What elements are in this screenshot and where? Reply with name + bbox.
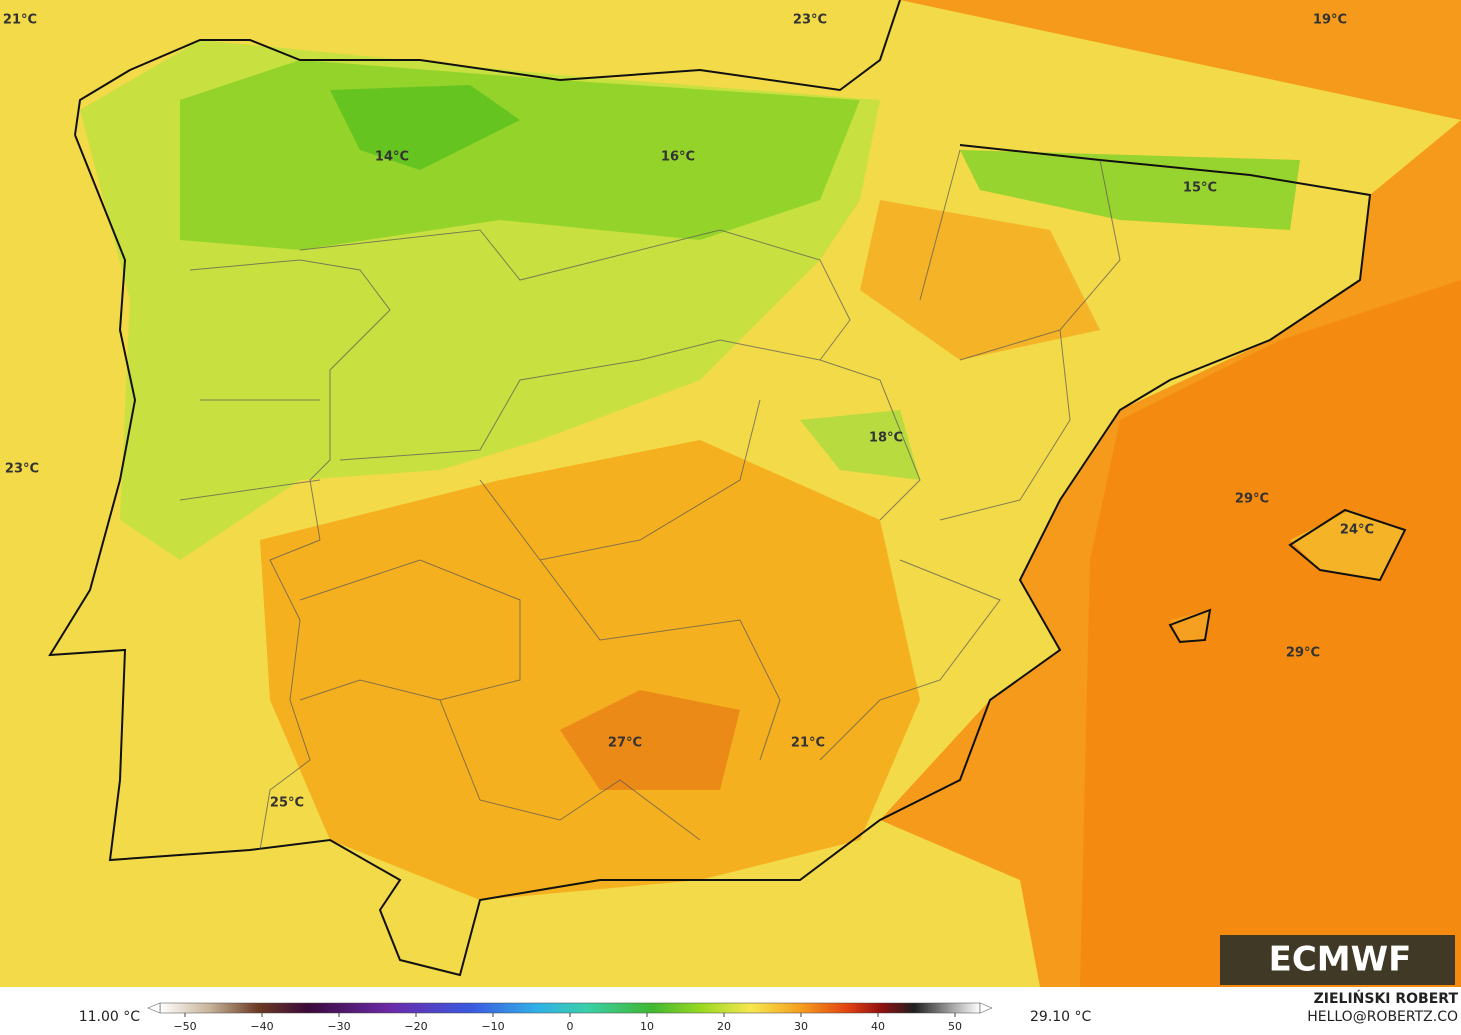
temperature-label: 14°C (375, 150, 409, 165)
temperature-label: 29°C (1286, 646, 1320, 661)
temperature-label: 15°C (1183, 181, 1217, 196)
borders (179, 149, 1121, 851)
temperature-label: 29°C (1235, 492, 1269, 507)
map-field (0, 0, 1461, 987)
colorbar-tick-label: 10 (640, 1020, 654, 1033)
temperature-label: 21°C (3, 13, 37, 28)
colorbar-tick-label: 30 (794, 1020, 808, 1033)
temperature-label: 19°C (1313, 13, 1347, 28)
temperature-label: 23°C (793, 13, 827, 28)
colorbar-tick-label: 0 (567, 1020, 574, 1033)
colorbar-tick-label: −20 (404, 1020, 427, 1033)
colorbar-tick-label: −40 (250, 1020, 273, 1033)
temperature-label: 16°C (661, 150, 695, 165)
temperature-label: 25°C (270, 796, 304, 811)
temperature-label: 18°C (869, 431, 903, 446)
credit-name: ZIELIŃSKI ROBERT (1314, 989, 1459, 1007)
colorbar-tick-label: 40 (871, 1020, 885, 1033)
colorbar-min: 11.00 °C (79, 1009, 141, 1025)
temperature-label: 23°C (5, 462, 39, 477)
temperature-label: 21°C (791, 736, 825, 751)
colorbar-tick-label: −10 (481, 1020, 504, 1033)
colorbar-tick-label: −30 (327, 1020, 350, 1033)
colorbar (159, 1002, 981, 1014)
colorbar-tick-label: 50 (948, 1020, 962, 1033)
coastline (48, 0, 1407, 977)
colorbar-max: 29.10 °C (1030, 1009, 1092, 1025)
logo: ECMWF (1269, 940, 1412, 980)
colorbar-end (979, 1002, 993, 1014)
temperature-label: 27°C (608, 736, 642, 751)
colorbar-tick-label: −50 (173, 1020, 196, 1033)
colorbar-tick-label: 20 (717, 1020, 731, 1033)
temperature-label: 24°C (1340, 523, 1374, 538)
colorbar-end (147, 1002, 161, 1014)
logo-box (1220, 935, 1455, 985)
credit-mail: HELLO@ROBERTZ.CO (1307, 1009, 1458, 1025)
